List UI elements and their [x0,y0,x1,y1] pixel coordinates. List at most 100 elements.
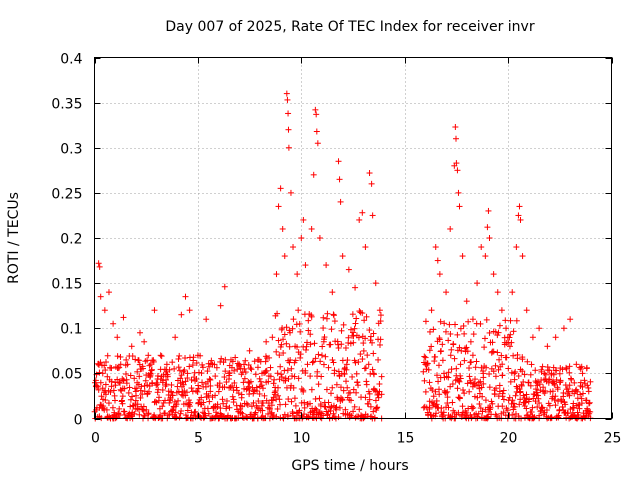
data-point [203,316,210,323]
data-point [305,317,312,324]
data-point [327,407,334,414]
data-point [498,352,505,359]
data-point [166,399,173,406]
data-point [327,341,334,348]
data-point [475,410,482,417]
data-point [443,289,450,296]
data-point [539,363,546,370]
data-point [153,382,160,389]
data-point [290,384,297,391]
data-point [360,347,367,354]
data-point [127,396,134,403]
data-point [345,339,352,346]
data-point [587,378,594,385]
data-point [284,367,291,374]
data-point [584,382,591,389]
data-point [325,364,332,371]
data-point [484,224,491,231]
data-point [338,327,345,334]
data-point [445,369,452,376]
data-point [583,364,590,371]
data-point [321,334,328,341]
data-point [202,383,209,390]
y-tick-label: 0.05 [51,367,82,383]
data-point [222,368,229,375]
data-point [121,385,128,392]
data-point [491,391,498,398]
data-point [116,380,123,387]
data-point [452,321,459,328]
data-point [350,408,357,415]
data-point [483,364,490,371]
data-point [487,404,494,411]
data-point [506,334,513,341]
data-point [359,209,366,216]
data-point [188,376,195,383]
data-point [261,392,268,399]
data-point [279,225,286,232]
data-point [168,381,175,388]
data-point [226,404,233,411]
data-point [221,384,228,391]
data-point [162,410,169,417]
data-point [377,336,384,343]
data-point [320,314,327,321]
data-point [452,135,459,142]
data-point [110,320,117,327]
data-point [231,379,238,386]
data-point [555,412,562,419]
data-point [223,397,230,404]
data-point [297,354,304,361]
data-point [496,388,503,395]
data-point [449,399,456,406]
data-point [478,244,485,251]
data-point [200,364,207,371]
data-point [508,339,515,346]
data-point [428,343,435,350]
data-point [290,316,297,323]
data-point [102,359,109,366]
data-point [335,414,342,421]
data-point [441,320,448,327]
data-point [323,262,330,269]
data-point [552,393,559,400]
data-point [157,352,164,359]
data-point [355,334,362,341]
data-point [330,312,337,319]
data-point [259,370,266,377]
data-point [581,377,588,384]
x-axis-label: GPS time / hours [291,458,408,474]
data-point [509,289,516,296]
data-point [175,397,182,404]
data-point [515,212,522,219]
data-point [457,375,464,382]
data-point [500,409,507,416]
data-point [585,388,592,395]
data-point [109,404,116,411]
data-point [198,370,205,377]
data-point [554,384,561,391]
data-point [318,373,325,380]
data-point [94,383,101,390]
data-point [282,401,289,408]
data-point [552,334,559,341]
data-point [544,364,551,371]
data-point [490,368,497,375]
data-point [343,361,350,368]
data-point [144,382,151,389]
data-point [247,365,254,372]
data-point [252,409,259,416]
data-point [523,307,530,314]
data-point [444,400,451,407]
data-point [476,390,483,397]
data-point [172,334,179,341]
data-point [154,372,161,379]
data-point [212,373,219,380]
data-point [172,409,179,416]
data-point [291,395,298,402]
data-point [481,344,488,351]
data-point [350,386,357,393]
data-point [243,414,250,421]
data-point [426,328,433,335]
data-point [478,384,485,391]
